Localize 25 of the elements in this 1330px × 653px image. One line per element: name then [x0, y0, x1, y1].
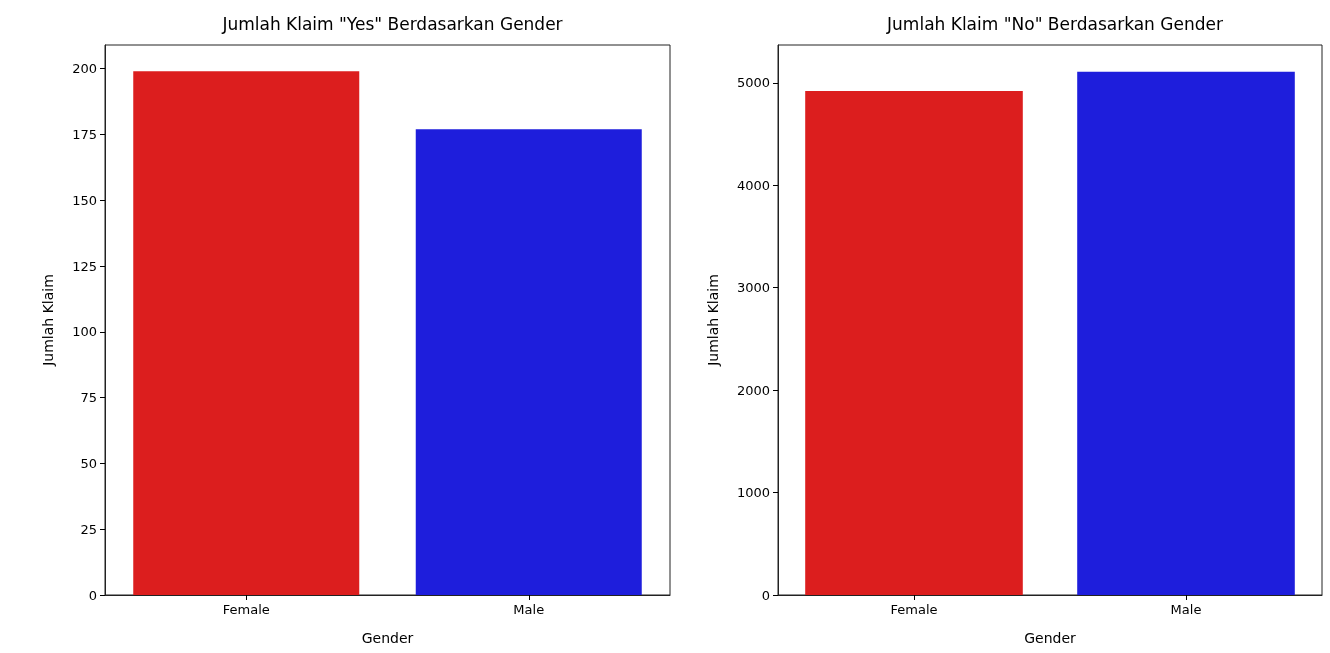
- y-tick-label: 4000: [736, 177, 770, 193]
- y-tick-label: 150: [72, 192, 97, 208]
- x-tick-label: Male: [1170, 602, 1202, 617]
- y-tick-label: 0: [88, 587, 97, 603]
- y-tick-label: 2000: [736, 382, 770, 398]
- y-tick-label: 175: [72, 126, 97, 142]
- y-tick-label: 3000: [736, 280, 770, 296]
- x-axis-title: Gender: [361, 630, 414, 646]
- chart-title: Jumlah Klaim "No" Berdasarkan Gender: [886, 13, 1223, 34]
- x-tick-label: Female: [890, 602, 938, 617]
- y-tick-label: 0: [761, 587, 770, 603]
- y-tick-label: 125: [72, 258, 97, 274]
- y-axis-title: Jumlah Klaim: [40, 274, 56, 367]
- y-tick-label: 200: [72, 61, 97, 77]
- x-tick-label: Male: [513, 602, 545, 617]
- y-tick-label: 1000: [736, 485, 770, 501]
- x-tick-label: Female: [222, 602, 270, 617]
- y-tick-label: 50: [80, 455, 97, 471]
- y-axis-title: Jumlah Klaim: [705, 274, 721, 367]
- x-axis-title: Gender: [1024, 630, 1077, 646]
- y-tick-label: 25: [80, 521, 97, 537]
- y-tick-label: 100: [72, 324, 97, 340]
- y-tick-label: 5000: [736, 75, 770, 91]
- y-tick-label: 75: [80, 390, 97, 406]
- chart-title: Jumlah Klaim "Yes" Berdasarkan Gender: [221, 13, 563, 34]
